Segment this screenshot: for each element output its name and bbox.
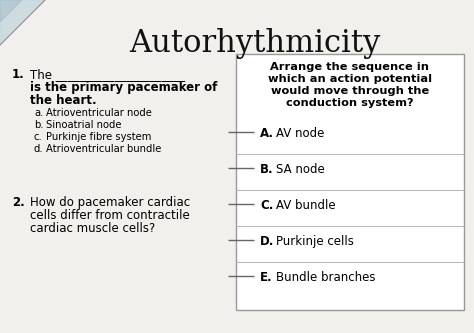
Text: How do pacemaker cardiac: How do pacemaker cardiac — [30, 196, 190, 209]
Text: is the primary pacemaker of: is the primary pacemaker of — [30, 81, 218, 94]
Text: which an action potential: which an action potential — [268, 74, 432, 84]
Text: AV bundle: AV bundle — [276, 199, 336, 212]
Text: The ______________________: The ______________________ — [30, 68, 185, 81]
Text: cells differ from contractile: cells differ from contractile — [30, 209, 190, 222]
Text: C.: C. — [260, 199, 273, 212]
Text: Autorhythmicity: Autorhythmicity — [129, 28, 381, 59]
Text: SA node: SA node — [276, 163, 325, 176]
Text: b.: b. — [34, 120, 44, 130]
Text: a.: a. — [34, 108, 44, 118]
Text: E.: E. — [260, 271, 273, 284]
Text: AV node: AV node — [276, 127, 324, 140]
Text: Atrioventricular bundle: Atrioventricular bundle — [46, 144, 161, 154]
FancyBboxPatch shape — [236, 54, 464, 310]
Text: D.: D. — [260, 235, 274, 248]
Text: would move through the: would move through the — [271, 86, 429, 96]
Text: B.: B. — [260, 163, 273, 176]
Text: Atrioventricular node: Atrioventricular node — [46, 108, 152, 118]
Text: A.: A. — [260, 127, 274, 140]
Text: 2.: 2. — [12, 196, 25, 209]
Text: Purkinje cells: Purkinje cells — [276, 235, 354, 248]
Text: d.: d. — [34, 144, 44, 154]
Polygon shape — [0, 0, 45, 45]
Text: conduction system?: conduction system? — [286, 98, 414, 108]
Text: c.: c. — [34, 132, 43, 142]
Text: the heart.: the heart. — [30, 94, 97, 107]
Text: Bundle branches: Bundle branches — [276, 271, 375, 284]
Text: Arrange the sequence in: Arrange the sequence in — [271, 62, 429, 72]
Text: 1.: 1. — [12, 68, 25, 81]
Text: Purkinje fibre system: Purkinje fibre system — [46, 132, 151, 142]
Text: Sinoatrial node: Sinoatrial node — [46, 120, 121, 130]
Text: cardiac muscle cells?: cardiac muscle cells? — [30, 222, 155, 235]
Polygon shape — [0, 0, 22, 22]
